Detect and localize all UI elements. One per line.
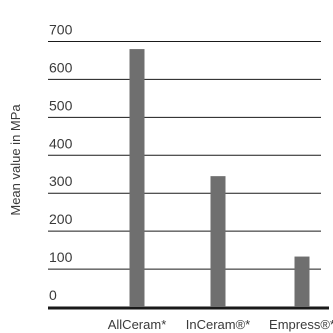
category-label-0: AllCeram* — [108, 317, 167, 332]
x-category-labels: AllCeram* InCeram®* Empress®* — [108, 317, 333, 332]
y-tick-label-300: 300 — [49, 173, 73, 189]
y-tick-label-0: 0 — [49, 287, 57, 303]
y-axis-title: Mean value in MPa — [8, 104, 23, 216]
bar-2 — [294, 256, 310, 307]
category-label-2: Empress®* — [269, 317, 333, 332]
category-label-1: InCeram®* — [186, 317, 251, 332]
y-tick-label-600: 600 — [49, 59, 73, 75]
y-tick-label-100: 100 — [49, 249, 73, 265]
y-tick-label-400: 400 — [49, 135, 73, 151]
y-tick-label-500: 500 — [49, 97, 73, 113]
bar-0 — [129, 49, 145, 307]
bar-1 — [210, 176, 226, 307]
y-tick-label-200: 200 — [49, 211, 73, 227]
y-tick-label-700: 700 — [49, 22, 73, 38]
y-tick-labels: 0 100 200 300 400 500 600 700 — [49, 22, 73, 304]
bars — [129, 49, 310, 307]
gridlines — [48, 41, 329, 310]
